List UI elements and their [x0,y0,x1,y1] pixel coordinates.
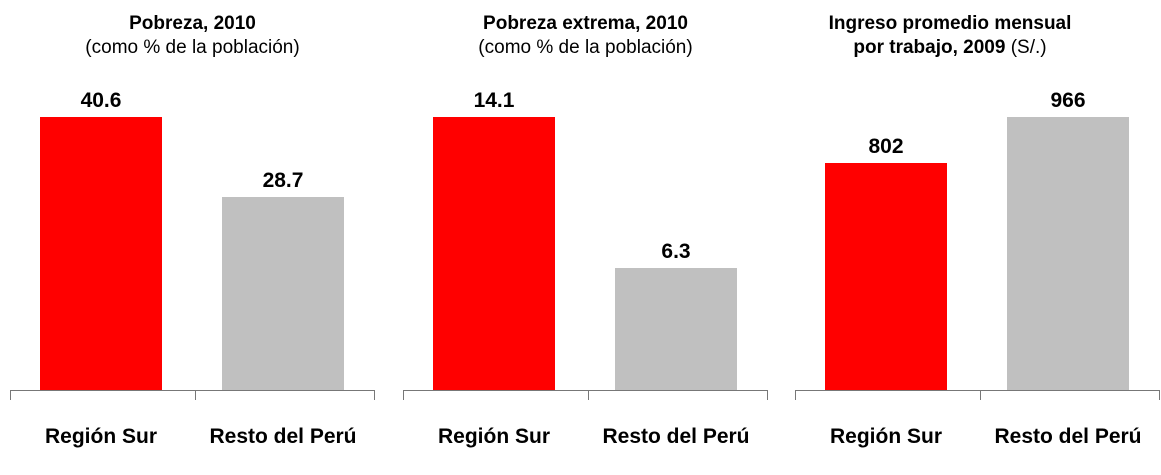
axis-tick [403,390,404,400]
category-label: Resto del Perú [994,425,1142,448]
chart-title-block: Pobreza, 2010 (como % de la población) [10,12,375,60]
bar [1007,117,1129,390]
chart-panel: Ingreso promedio mensual por trabajo, 20… [795,0,1160,475]
category-label: Región Sur [44,425,157,448]
chart-subtitle: (como % de la población) [85,37,300,58]
axis-tick [1159,390,1160,400]
axis-tick [795,390,796,400]
chart-title: Ingreso promedio mensual por trabajo, 20… [828,13,1072,58]
category-label: Región Sur [437,425,550,448]
category-label: Resto del Perú [209,425,357,448]
x-axis [795,390,1160,391]
chart-title: Pobreza, 2010 [129,13,256,34]
value-label: 28.7 [262,169,304,193]
chart-panel: Pobreza, 2010 (como % de la población) 40… [10,0,375,475]
chart-title-block: Pobreza extrema, 2010 (como % de la pobl… [403,12,768,60]
chart-title-block: Ingreso promedio mensual por trabajo, 20… [815,12,1085,60]
value-label: 966 [1050,89,1086,112]
value-label: 14.1 [473,89,515,112]
chart-subtitle: (S/.) [1010,37,1047,58]
bar [433,117,555,390]
chart-title: Pobreza extrema, 2010 [483,13,688,34]
axis-tick [10,390,11,400]
bar [222,197,344,390]
axis-tick [980,390,981,400]
bar [40,117,162,390]
value-label: 40.6 [80,89,122,112]
axis-tick [588,390,589,400]
chart-panel: Pobreza extrema, 2010 (como % de la pobl… [403,0,768,475]
bar [615,268,737,390]
category-label: Región Sur [829,425,942,448]
category-label: Resto del Perú [602,425,750,448]
axis-tick [195,390,196,400]
axis-tick [374,390,375,400]
x-axis [10,390,375,391]
chart-subtitle: (como % de la población) [478,37,693,58]
bar [825,163,947,390]
value-label: 802 [868,135,904,159]
value-label: 6.3 [661,240,691,264]
axis-tick [767,390,768,400]
x-axis [403,390,768,391]
